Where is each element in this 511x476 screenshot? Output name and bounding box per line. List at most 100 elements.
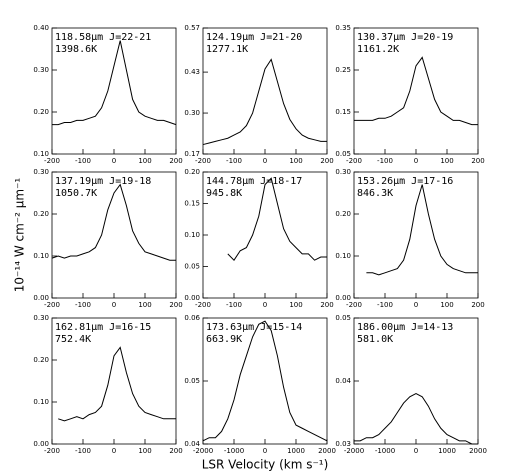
x-tick-label: -100 — [377, 157, 393, 165]
x-tick-label: -1000 — [375, 447, 395, 455]
y-tick-label: 0.05 — [335, 314, 351, 322]
x-tick-label: -100 — [75, 447, 91, 455]
y-tick-label: 0.30 — [335, 168, 351, 176]
x-tick-label: 2000 — [318, 447, 336, 455]
y-tick-label: 0.20 — [335, 210, 351, 218]
panel-subtitle: 1277.1K — [206, 44, 248, 55]
x-tick-label: 200 — [169, 157, 182, 165]
panel-title: 186.00μm J=14-13 — [357, 322, 453, 333]
y-tick-label: 0.15 — [335, 108, 351, 116]
y-tick-label: 0.20 — [33, 108, 49, 116]
x-tick-label: 0 — [263, 157, 267, 165]
y-tick-label: 0.35 — [335, 24, 351, 32]
panel-title: 153.26μm J=17-16 — [357, 176, 453, 187]
x-tick-label: 100 — [440, 157, 453, 165]
x-tick-label: 200 — [169, 447, 182, 455]
panel-subtitle: 663.9K — [206, 334, 242, 345]
x-tick-label: 200 — [169, 301, 182, 309]
line-profile — [58, 346, 176, 422]
panel-subtitle: 846.3K — [357, 188, 393, 199]
x-tick-label: 1000 — [287, 447, 305, 455]
y-tick-label: 0.05 — [184, 377, 200, 385]
panel-title: 130.37μm J=20-19 — [357, 32, 453, 43]
x-tick-label: 0 — [112, 447, 116, 455]
x-tick-label: -200 — [44, 447, 60, 455]
y-tick-label: 0.30 — [184, 109, 200, 117]
x-tick-label: 200 — [471, 301, 484, 309]
x-tick-label: 0 — [112, 301, 116, 309]
y-tick-label: 0.15 — [184, 200, 200, 208]
y-tick-label: 0.17 — [184, 150, 200, 158]
x-tick-label: 0 — [112, 157, 116, 165]
line-profile — [354, 56, 478, 126]
panel-subtitle: 1161.2K — [357, 44, 399, 55]
y-tick-label: 0.10 — [335, 252, 351, 260]
x-tick-label: -200 — [346, 301, 362, 309]
y-tick-label: 0.10 — [33, 398, 49, 406]
y-tick-label: 0.00 — [335, 294, 351, 302]
y-tick-label: 0.00 — [184, 294, 200, 302]
x-tick-label: 200 — [320, 157, 333, 165]
x-tick-label: -200 — [195, 301, 211, 309]
panel-title: 124.19μm J=21-20 — [206, 32, 302, 43]
x-tick-label: 1000 — [438, 447, 456, 455]
panel-subtitle: 1050.7K — [55, 188, 97, 199]
x-tick-label: -1000 — [224, 447, 244, 455]
y-tick-label: 0.43 — [184, 68, 200, 76]
y-tick-label: 0.00 — [33, 440, 49, 448]
y-tick-label: 0.10 — [33, 252, 49, 260]
y-tick-label: 0.06 — [184, 314, 200, 322]
y-tick-label: 0.30 — [33, 168, 49, 176]
y-tick-label: 0.04 — [335, 377, 351, 385]
x-tick-label: -200 — [195, 157, 211, 165]
y-tick-label: 0.20 — [33, 356, 49, 364]
panel-subtitle: 752.4K — [55, 334, 91, 345]
x-tick-label: -2000 — [193, 447, 213, 455]
x-tick-label: -100 — [377, 301, 393, 309]
x-tick-label: 100 — [289, 301, 302, 309]
x-tick-label: -100 — [75, 157, 91, 165]
x-tick-label: 200 — [471, 157, 484, 165]
panel-title: 118.58μm J=22-21 — [55, 32, 151, 43]
line-profile — [227, 177, 327, 261]
y-tick-label: 0.57 — [184, 24, 200, 32]
x-tick-label: -200 — [346, 157, 362, 165]
x-tick-label: -2000 — [344, 447, 364, 455]
y-tick-label: 0.25 — [335, 66, 351, 74]
panel-subtitle: 1398.6K — [55, 44, 97, 55]
x-tick-label: -200 — [44, 157, 60, 165]
x-tick-label: 100 — [138, 447, 151, 455]
line-profile — [202, 320, 328, 442]
y-tick-label: 0.30 — [33, 314, 49, 322]
y-tick-label: 0.20 — [184, 168, 200, 176]
y-tick-label: 0.05 — [184, 263, 200, 271]
y-tick-label: 0.10 — [33, 150, 49, 158]
line-profile — [366, 184, 478, 276]
x-tick-label: -100 — [75, 301, 91, 309]
x-tick-label: 0 — [414, 447, 418, 455]
x-tick-label: 100 — [138, 157, 151, 165]
panel-subtitle: 945.8K — [206, 188, 242, 199]
panel-title: 162.81μm J=16-15 — [55, 322, 151, 333]
panel-subtitle: 581.0K — [357, 334, 393, 345]
x-tick-label: 200 — [320, 301, 333, 309]
y-axis-label: 10⁻¹⁴ W cm⁻² μm⁻¹ — [13, 178, 27, 293]
line-profile — [51, 183, 176, 261]
y-tick-label: 0.05 — [335, 150, 351, 158]
line-profile — [52, 40, 177, 126]
line-profile — [202, 58, 327, 146]
x-tick-label: -100 — [226, 301, 242, 309]
panel-title: 173.63μm J=15-14 — [206, 322, 302, 333]
x-tick-label: 100 — [440, 301, 453, 309]
y-tick-label: 0.10 — [184, 231, 200, 239]
x-tick-label: 0 — [414, 301, 418, 309]
panel-title: 144.78μm J=18-17 — [206, 176, 302, 187]
line-profile — [354, 393, 478, 445]
x-tick-label: 100 — [289, 157, 302, 165]
x-tick-label: 0 — [263, 301, 267, 309]
y-tick-label: 0.00 — [33, 294, 49, 302]
y-tick-label: 0.30 — [33, 66, 49, 74]
panel-title: 137.19μm J=19-18 — [55, 176, 151, 187]
x-tick-label: -100 — [226, 157, 242, 165]
